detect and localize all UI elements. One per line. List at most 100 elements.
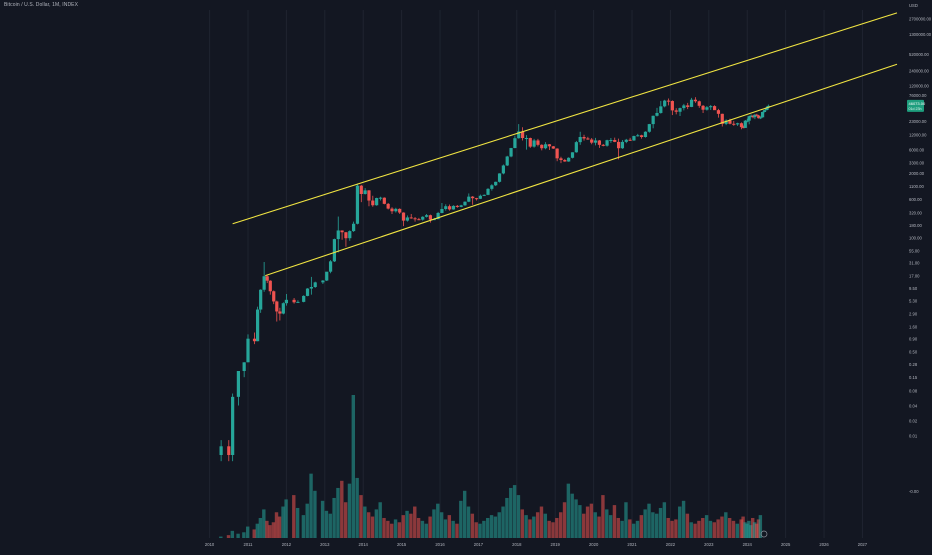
y-tick-label: 5.30	[909, 299, 918, 304]
volume-bar	[543, 513, 548, 538]
candle-body	[609, 139, 613, 141]
y-tick-label: 2.90	[909, 312, 918, 317]
y-tick-label: 0.04	[909, 404, 918, 409]
x-tick-label: 2015	[397, 542, 407, 547]
candle-body	[497, 173, 502, 182]
volume-bar	[601, 495, 605, 538]
candle-body	[355, 185, 360, 224]
volume-bar	[219, 536, 223, 538]
volume-bar	[374, 509, 379, 538]
y-tick-label: 180.00	[909, 223, 922, 228]
candle-body	[601, 144, 605, 146]
candle-body	[227, 446, 231, 455]
volume-bar	[466, 506, 471, 538]
volume-bar	[309, 473, 313, 538]
volume-bar	[378, 502, 382, 538]
candle-body	[459, 205, 463, 207]
volume-bar	[355, 477, 359, 538]
y-tick-label: 320.00	[909, 211, 922, 216]
volume-bar	[351, 395, 356, 538]
volume-bar	[739, 519, 743, 538]
volume-bar	[555, 517, 559, 538]
candle-body	[616, 141, 621, 149]
candle-body	[219, 446, 223, 455]
volume-bar	[274, 512, 279, 538]
candle-body	[336, 230, 340, 240]
volume-bar	[666, 517, 670, 538]
volume-bar	[424, 523, 428, 538]
volume-bar	[693, 523, 697, 538]
candle-body	[764, 107, 769, 111]
candle-body	[382, 197, 386, 204]
volume-bar	[255, 523, 260, 538]
volume-bar	[551, 522, 555, 538]
candle-body	[697, 101, 701, 106]
chart-title: Bitcoin / U.S. Dollar, 1M, INDEX	[4, 2, 79, 8]
volume-bar	[670, 520, 674, 538]
y-tick-label: 1100.00	[909, 184, 924, 189]
candle-body	[745, 120, 749, 122]
y-tick-label: 76000.00	[909, 93, 927, 98]
candle-body	[716, 110, 721, 114]
volume-bar	[313, 490, 317, 538]
y-tick-label: 0.02	[909, 418, 918, 423]
candle-body	[478, 195, 482, 199]
candle-body	[732, 123, 736, 125]
volume-bar	[612, 505, 617, 538]
volume-bar	[749, 525, 753, 538]
volume-bar	[436, 503, 440, 538]
volume-bar	[324, 510, 329, 538]
candle-body	[555, 148, 559, 159]
candle-body	[709, 106, 713, 108]
candle-body	[659, 106, 663, 113]
candle-body	[332, 239, 337, 262]
volume-bar	[428, 516, 432, 538]
candle-body	[574, 142, 578, 153]
volume-bar	[447, 515, 452, 538]
volume-bar	[662, 502, 667, 538]
candle-body	[636, 135, 640, 137]
volume-bar	[758, 515, 763, 538]
candle-body	[340, 230, 344, 233]
volume-bar	[635, 520, 640, 538]
volume-bar	[416, 517, 421, 538]
volume-bar	[226, 535, 231, 538]
volume-bar	[574, 499, 578, 538]
candle-body	[567, 157, 571, 162]
candle-body	[760, 112, 765, 118]
candle-body	[739, 123, 744, 128]
candle-body	[720, 113, 724, 124]
y-tick-label: 1.60	[909, 324, 918, 329]
candle-body	[547, 144, 552, 147]
candle-body	[509, 148, 513, 157]
candle-body	[259, 289, 263, 310]
candle-body	[424, 215, 429, 217]
candle-body	[640, 135, 644, 138]
candle-body	[262, 276, 266, 290]
x-tick-label: 2014	[359, 542, 369, 547]
volume-bar	[509, 487, 513, 538]
candle-body	[486, 188, 490, 195]
candle-body	[578, 137, 582, 143]
candle-body	[440, 208, 444, 213]
candle-body	[463, 201, 467, 206]
volume-bar	[370, 516, 375, 538]
candle-body	[471, 196, 475, 199]
volume-bar	[589, 503, 594, 538]
volume-bar	[727, 517, 732, 538]
candle-body	[757, 115, 761, 119]
volume-bar	[432, 509, 436, 538]
volume-bar	[328, 513, 332, 538]
candle-body	[520, 131, 525, 139]
y-tick-label: 1300000.00	[909, 32, 932, 37]
y-tick-label: 0.50	[909, 349, 918, 354]
volume-bar	[271, 522, 276, 538]
candle-body	[278, 311, 282, 314]
volume-bar	[712, 522, 716, 538]
volume-bar	[413, 506, 417, 538]
volume-bar	[605, 509, 609, 538]
volume-bar	[674, 519, 678, 538]
volume-bar	[731, 520, 736, 538]
